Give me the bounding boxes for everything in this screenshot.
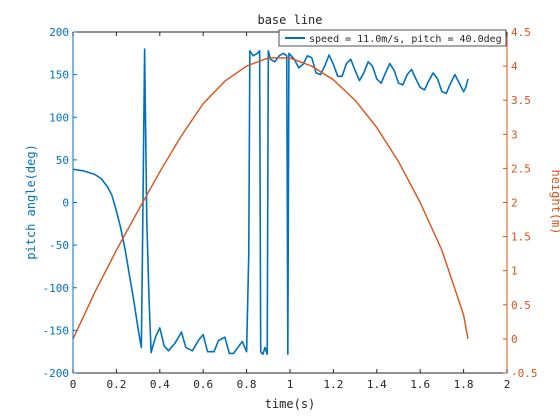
y-right-tick-label: 4.5 — [511, 26, 531, 39]
chart-title: base line — [257, 13, 322, 27]
y-right-tick-label: 2.5 — [511, 162, 531, 175]
x-tick-label: 0.4 — [150, 378, 170, 391]
y-right-tick-label: 0 — [511, 333, 518, 346]
legend-label-pitch: speed = 11.0m/s, pitch = 40.0deg — [309, 34, 502, 45]
x-tick-label: 1.8 — [454, 378, 474, 391]
y-left-tick-label: 200 — [49, 26, 69, 39]
y-left-tick-label: -200 — [43, 367, 70, 380]
y-right-ticks: -0.5 0 0.5 1 1.5 2 2.5 3 3.5 4 4.5 — [503, 26, 538, 380]
y-left-ticks: -200 -150 -100 -50 0 50 100 150 200 — [43, 26, 77, 380]
y-left-tick-label: 150 — [49, 69, 69, 82]
y-left-tick-label: -50 — [49, 239, 69, 252]
x-tick-label: 1 — [287, 378, 294, 391]
x-tick-label: 2 — [504, 378, 511, 391]
x-tick-label: 0.8 — [237, 378, 257, 391]
y-left-tick-label: 50 — [56, 154, 69, 167]
y-left-tick-label: 0 — [62, 197, 69, 210]
pitch-angle-line — [72, 48, 469, 356]
x-ticks: 0 0.2 0.4 0.6 0.8 1 1.2 1.4 1.6 1.8 2 — [70, 32, 511, 391]
y-right-tick-label: 4 — [511, 60, 518, 73]
y-right-tick-label: 2 — [511, 197, 518, 210]
y-left-axis-label: pitch angle(deg) — [24, 144, 38, 260]
x-tick-label: 1.4 — [367, 378, 387, 391]
legend: speed = 11.0m/s, pitch = 40.0deg — [278, 29, 507, 47]
y-right-tick-label: 3.5 — [511, 94, 531, 107]
y-left-tick-label: -100 — [43, 282, 70, 295]
series-lines — [72, 48, 469, 356]
y-right-tick-label: -0.5 — [511, 367, 538, 380]
plot-area — [73, 32, 507, 373]
x-tick-label: 0.6 — [193, 378, 213, 391]
x-tick-label: 0 — [70, 378, 77, 391]
y-right-tick-label: 1.5 — [511, 231, 531, 244]
height-line — [72, 57, 469, 340]
y-right-tick-label: 1 — [511, 265, 518, 278]
x-tick-label: 1.2 — [323, 378, 343, 391]
y-left-tick-label: -150 — [43, 324, 70, 337]
x-tick-label: 1.6 — [410, 378, 430, 391]
y-right-axis-label: height(m) — [549, 169, 560, 234]
x-axis-label: time(s) — [265, 397, 316, 411]
y-left-tick-label: 100 — [49, 111, 69, 124]
legend-box — [278, 29, 507, 47]
y-right-tick-label: 3 — [511, 128, 518, 141]
x-tick-label: 0.2 — [106, 378, 126, 391]
y-right-tick-label: 0.5 — [511, 299, 531, 312]
